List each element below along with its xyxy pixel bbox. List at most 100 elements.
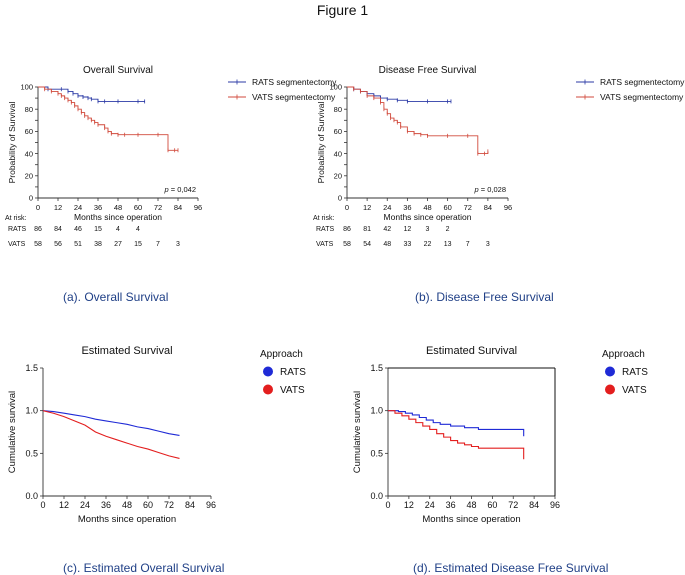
- x-tick-label: 0: [385, 500, 390, 510]
- chart-overall-survival: Overall Survival 0 12 24 36 48 60 72 84 96 0 20 40 60…: [5, 65, 337, 248]
- x-tick-label: 24: [80, 500, 90, 510]
- x-tick-label: 72: [508, 500, 518, 510]
- p-value-annotation: p = 0,028: [474, 185, 507, 194]
- risk-row-label: RATS: [8, 226, 26, 233]
- y-axis-label: Cumulative survival: [352, 391, 363, 473]
- legend-label: RATS: [280, 367, 306, 378]
- risk-count: 38: [94, 241, 102, 248]
- x-tick-label: 0: [40, 500, 45, 510]
- risk-count: 84: [54, 226, 62, 233]
- x-axis-label: Months since operation: [422, 514, 520, 525]
- chart-estimated-overall-survival: Estimated Survival 0 12 24 36 48 60 72 84 96 0.0 0.…: [7, 345, 306, 525]
- risk-count: 7: [466, 241, 470, 248]
- x-tick-label: 60: [443, 203, 451, 212]
- caption-c: (c). Estimated Overall Survival: [63, 561, 225, 575]
- figure-title: Figure 1: [316, 2, 369, 18]
- legend-title: Approach: [260, 349, 303, 360]
- x-tick-label: 84: [174, 203, 182, 212]
- y-tick-label: 100: [20, 83, 33, 92]
- x-tick-label: 24: [74, 203, 82, 212]
- risk-count: 4: [136, 226, 140, 233]
- risk-count: 15: [134, 241, 142, 248]
- x-tick-label: 0: [36, 203, 40, 212]
- legend-label: VATS segmentectomy: [252, 92, 336, 102]
- risk-count: 27: [114, 241, 122, 248]
- risk-count: 22: [424, 241, 432, 248]
- y-tick-label: 0.0: [370, 491, 383, 501]
- caption-a: (a). Overall Survival: [63, 290, 169, 304]
- y-tick-label: 0: [29, 194, 33, 203]
- risk-table-heading: At risk:: [5, 215, 26, 222]
- x-axis-label: Months since operation: [74, 212, 162, 222]
- legend-label: RATS segmentectomy: [252, 77, 337, 87]
- x-tick-label: 96: [194, 203, 202, 212]
- legend-label: RATS segmentectomy: [600, 77, 685, 87]
- x-tick-label: 24: [383, 203, 391, 212]
- p-value-symbol: p: [474, 185, 479, 194]
- x-tick-label: 96: [206, 500, 216, 510]
- y-axis-label: Probability of Survival: [7, 102, 17, 184]
- panel-estimated-disease-free-survival: Estimated Survival 0 12 24 36 48 60 72 84 96 0.0 0.…: [342, 335, 685, 540]
- risk-count: 15: [94, 226, 102, 233]
- risk-count: 7: [156, 241, 160, 248]
- y-tick-label: 60: [334, 127, 342, 136]
- y-tick-label: 20: [334, 172, 342, 181]
- caption-b: (b). Disease Free Survival: [415, 290, 554, 304]
- x-axis-label: Months since operation: [384, 212, 472, 222]
- legend-dot-vats: [263, 384, 273, 395]
- p-value-number: = 0,028: [479, 185, 506, 194]
- y-tick-label: 20: [25, 172, 33, 181]
- panel-disease-free-survival: Disease Free Survival 0 12 24 36 48 60 72 84 96 0 2…: [313, 45, 685, 270]
- chart-title: Disease Free Survival: [379, 65, 477, 76]
- risk-count: 13: [444, 241, 452, 248]
- x-tick-label: 84: [484, 203, 492, 212]
- risk-count: 46: [74, 226, 82, 233]
- risk-count: 4: [116, 226, 120, 233]
- x-tick-label: 48: [122, 500, 132, 510]
- series-line-rats: [42, 410, 180, 436]
- legend-dot-vats: [605, 384, 615, 395]
- x-tick-label: 24: [425, 500, 435, 510]
- risk-count: 81: [363, 226, 371, 233]
- legend-label: RATS: [622, 367, 648, 378]
- x-tick-label: 36: [446, 500, 456, 510]
- risk-count: 58: [343, 241, 351, 248]
- legend-label: VATS: [622, 385, 647, 396]
- risk-count: 2: [446, 226, 450, 233]
- y-tick-label: 1.5: [370, 363, 383, 373]
- p-value-number: = 0,042: [169, 185, 196, 194]
- x-tick-label: 96: [550, 500, 560, 510]
- x-tick-label: 60: [487, 500, 497, 510]
- x-tick-label: 72: [464, 203, 472, 212]
- x-tick-label: 12: [59, 500, 69, 510]
- chart-title: Estimated Survival: [81, 345, 172, 357]
- chart-title: Estimated Survival: [426, 345, 517, 357]
- x-tick-label: 84: [529, 500, 539, 510]
- series-line-vats: [38, 86, 178, 151]
- x-tick-label: 12: [363, 203, 371, 212]
- chart-estimated-disease-free-survival: Estimated Survival 0 12 24 36 48 60 72 84 96 0.0 0.…: [352, 345, 648, 525]
- y-tick-label: 40: [334, 149, 342, 158]
- y-tick-label: 0.5: [370, 448, 383, 458]
- y-tick-label: 80: [334, 105, 342, 114]
- legend-dot-rats: [605, 366, 615, 377]
- x-tick-label: 48: [466, 500, 476, 510]
- risk-count: 12: [403, 226, 411, 233]
- y-axis-label: Cumulative survival: [7, 391, 18, 473]
- risk-count: 86: [34, 226, 42, 233]
- series-line-vats: [42, 410, 180, 459]
- panel-estimated-overall-survival: Estimated Survival 0 12 24 36 48 60 72 84 96 0.0 0.…: [0, 335, 342, 540]
- p-value-annotation: p = 0,042: [164, 185, 197, 194]
- risk-count: 58: [34, 241, 42, 248]
- y-tick-label: 80: [25, 105, 33, 114]
- x-tick-label: 60: [134, 203, 142, 212]
- y-tick-label: 1.0: [370, 406, 383, 416]
- y-tick-label: 1.5: [25, 363, 38, 373]
- risk-count: 3: [176, 241, 180, 248]
- x-tick-label: 96: [504, 203, 512, 212]
- panel-overall-survival: Overall Survival 0 12 24 36 48 60 72 84 96 0 20 40 60…: [0, 45, 342, 270]
- legend-dot-rats: [263, 366, 273, 377]
- y-tick-label: 1.0: [25, 406, 38, 416]
- legend-label: VATS segmentectomy: [600, 92, 684, 102]
